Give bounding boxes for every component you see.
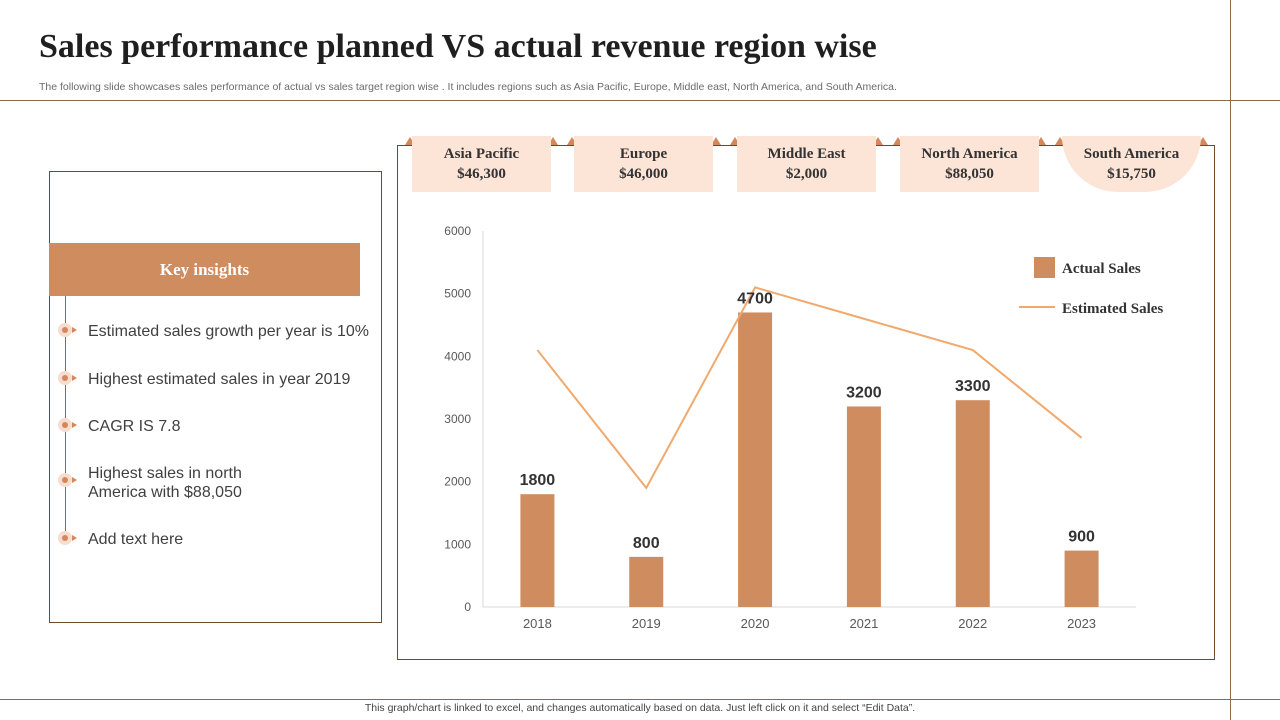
card-tab-icon xyxy=(405,137,415,145)
bullet-icon xyxy=(58,418,77,432)
chart-panel xyxy=(397,145,1215,660)
slide-title: Sales performance planned VS actual reve… xyxy=(39,28,877,65)
region-card-middle-east: Middle East $2,000 xyxy=(737,136,876,192)
bullet-icon xyxy=(58,473,77,487)
region-value: $88,050 xyxy=(945,166,994,182)
insight-text: Highest sales in north America with $88,… xyxy=(88,465,242,501)
footer-note: This graph/chart is linked to excel, and… xyxy=(364,702,916,714)
region-card-asia-pacific: Asia Pacific $46,300 xyxy=(412,136,551,192)
insight-text: Estimated sales growth per year is 10% xyxy=(88,323,370,340)
header-divider xyxy=(0,100,1280,101)
card-tab-icon xyxy=(1036,137,1046,145)
insight-item: CAGR IS 7.8 xyxy=(58,417,180,436)
footer-divider xyxy=(0,699,1280,700)
card-tab-icon xyxy=(548,137,558,145)
region-value: $2,000 xyxy=(785,166,828,182)
region-card-north-america: North America $88,050 xyxy=(900,136,1039,192)
insight-text: CAGR IS 7.8 xyxy=(88,418,181,435)
region-name: North America xyxy=(921,146,1018,162)
card-tab-icon xyxy=(730,137,740,145)
card-tab-icon xyxy=(711,137,721,145)
card-tab-icon xyxy=(1198,137,1208,145)
card-tab-icon xyxy=(873,137,883,145)
region-card-europe: Europe $46,000 xyxy=(574,136,713,192)
region-value: $46,000 xyxy=(619,166,668,182)
region-name: Asia Pacific xyxy=(443,146,520,162)
region-name: Europe xyxy=(619,146,668,162)
region-value: $15,750 xyxy=(1107,166,1156,182)
right-edge-line xyxy=(1230,0,1231,720)
bullet-icon xyxy=(58,531,77,545)
insight-text: Highest estimated sales in year 2019 xyxy=(88,371,351,388)
card-tab-icon xyxy=(1055,137,1065,145)
region-value: $46,300 xyxy=(457,166,506,182)
insight-text: Add text here xyxy=(88,531,184,548)
insights-header: Key insights xyxy=(49,243,360,296)
region-name: Middle East xyxy=(767,146,846,162)
bullet-icon xyxy=(58,371,77,385)
insight-item: Estimated sales growth per year is 10% xyxy=(58,322,369,341)
slide-subtitle: The following slide showcases sales perf… xyxy=(39,81,897,93)
insight-item: Highest sales in north America with $88,… xyxy=(58,464,242,502)
insight-item: Highest estimated sales in year 2019 xyxy=(58,370,350,389)
bullet-icon xyxy=(58,323,77,337)
region-name: South America xyxy=(1083,146,1180,162)
insight-item: Add text here xyxy=(58,530,183,549)
card-tab-icon xyxy=(893,137,903,145)
card-tab-icon xyxy=(567,137,577,145)
insights-panel xyxy=(49,171,382,623)
